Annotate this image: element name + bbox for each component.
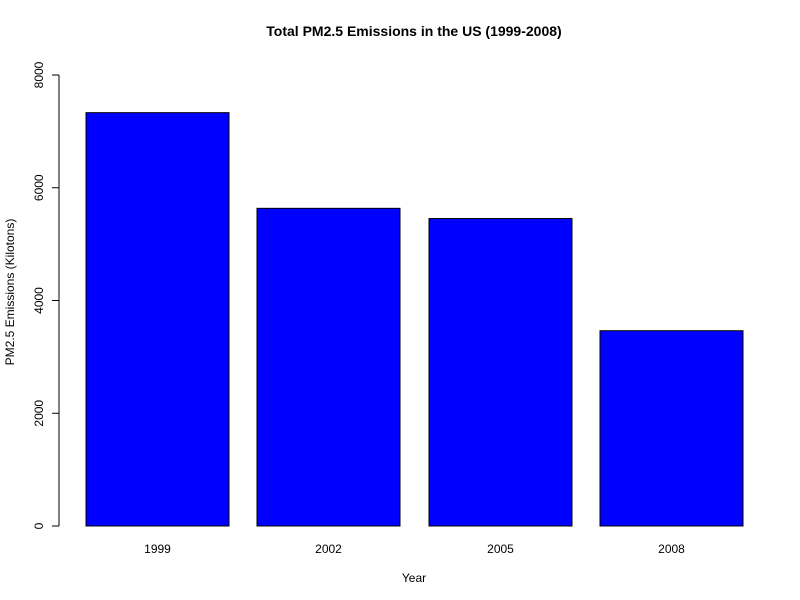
x-tick-label: 2002 — [315, 542, 342, 556]
x-axis-tick-labels: 1999 2002 2005 2008 — [144, 542, 685, 556]
chart-title: Total PM2.5 Emissions in the US (1999-20… — [266, 23, 561, 39]
y-tick-label: 4000 — [32, 287, 46, 314]
bars — [85, 112, 744, 527]
x-tick-label: 2008 — [658, 542, 685, 556]
x-tick-label: 2005 — [487, 542, 514, 556]
x-tick-label: 1999 — [144, 542, 171, 556]
y-tick-label: 8000 — [32, 61, 46, 88]
bar-2002 — [256, 207, 401, 527]
bar-1999 — [85, 112, 230, 527]
x-axis-label: Year — [402, 571, 426, 585]
bar-2005 — [428, 218, 573, 527]
y-axis-ticks: 0 2000 4000 6000 8000 — [32, 61, 59, 529]
y-tick-label: 0 — [32, 522, 46, 529]
bar-2008 — [599, 330, 744, 527]
y-tick-label: 2000 — [32, 400, 46, 427]
y-tick-label: 6000 — [32, 174, 46, 201]
y-axis-label: PM2.5 Emissions (Kilotons) — [3, 219, 17, 366]
